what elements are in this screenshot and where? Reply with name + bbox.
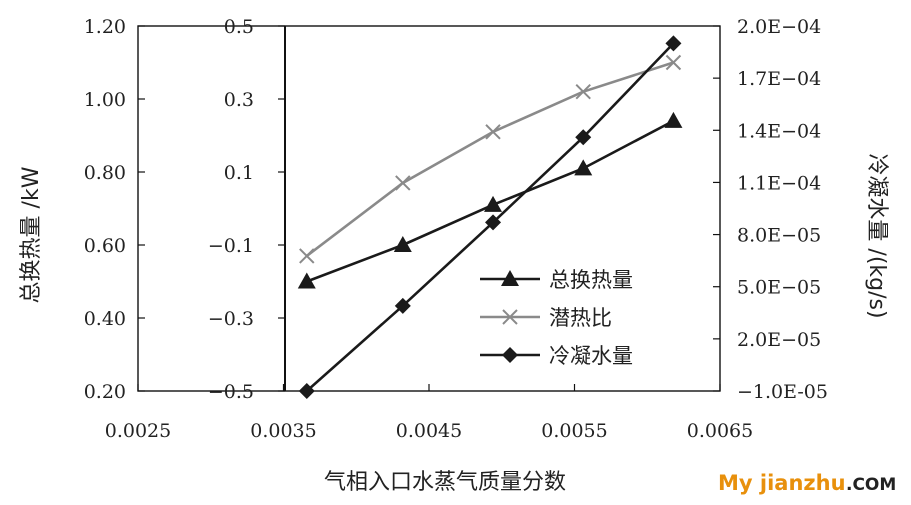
y-right-tick-label: 1.7E−04 [737,68,821,90]
data-point [393,236,412,252]
y-inner-tick-label: 0.1 [224,162,254,184]
data-point [484,195,503,212]
series-3 [298,35,682,399]
series-1 [297,111,683,289]
legend-label: 冷凝水量 [549,344,633,368]
y-inner-tick-label: 0.5 [224,16,254,38]
data-point [575,129,592,146]
legend-label: 总换热量 [549,268,633,292]
y-axis-title-right: 冷凝水量 /(kg/s) [864,153,889,318]
x-tick-label: 0.0065 [687,420,753,442]
legend-marker [502,309,518,325]
y-left-tick-label: 0.60 [84,235,126,257]
data-point [664,111,683,128]
axis-ticks: 0.0025 0.0035 0.0045 0.0055 0.0065 0.20 0.40 0.… [84,16,828,442]
series-line [305,42,675,392]
x-tick-label: 0.0055 [541,420,607,442]
data-point [298,383,315,399]
data-point [299,248,315,264]
y-left-tick-label: 1.20 [84,16,126,38]
legend-marker [501,270,519,286]
y-left-tick-label: 0.20 [84,381,126,403]
y-right-tick-label: 2.0E−04 [737,16,821,38]
data-point [574,159,593,176]
data-point [394,297,411,314]
y-right-tick-label: 5.0E−05 [737,277,821,299]
y-right-tick-label: −1.0E-05 [737,381,828,403]
data-point [297,272,316,289]
y-right-tick-label: 1.1E−04 [737,172,821,194]
data-point [665,54,682,71]
watermark-suffix: .COM [846,475,896,495]
y-left-tick-label: 0.80 [84,162,126,184]
y-left-tick-label: 0.40 [84,308,126,330]
legend-marker [502,347,518,363]
y-inner-tick-label: 0.3 [224,89,254,111]
data-point [665,35,682,52]
x-tick-label: 0.0025 [105,420,171,442]
x-tick-label: 0.0045 [396,420,462,442]
data-point [485,214,502,231]
x-tick-label: 0.0035 [250,420,316,442]
data-point [575,83,591,100]
watermark: My jianzhu .COM [718,471,896,495]
x-axis-title: 气相入口水蒸气质量分数 [324,470,566,495]
watermark-text: My jianzhu [718,471,846,495]
data-point [485,124,501,140]
series-layer [297,35,683,399]
plot-frame [137,25,721,392]
y-left-tick-label: 1.00 [84,89,126,111]
y-right-tick-label: 2.0E−05 [737,329,821,351]
plot-area-border [137,25,721,392]
y-inner-tick-label: −0.1 [208,235,254,257]
y-right-tick-label: 1.4E−04 [737,120,821,142]
y-inner-tick-label: −0.3 [208,308,254,330]
legend-label: 潜热比 [549,306,612,330]
y-inner-tick-label: −0.5 [208,381,254,403]
data-point [395,175,411,191]
series-2 [299,54,682,264]
y-right-tick-label: 8.0E−05 [737,225,821,247]
y-axis-title-left: 总换热量 /kW [19,166,44,303]
